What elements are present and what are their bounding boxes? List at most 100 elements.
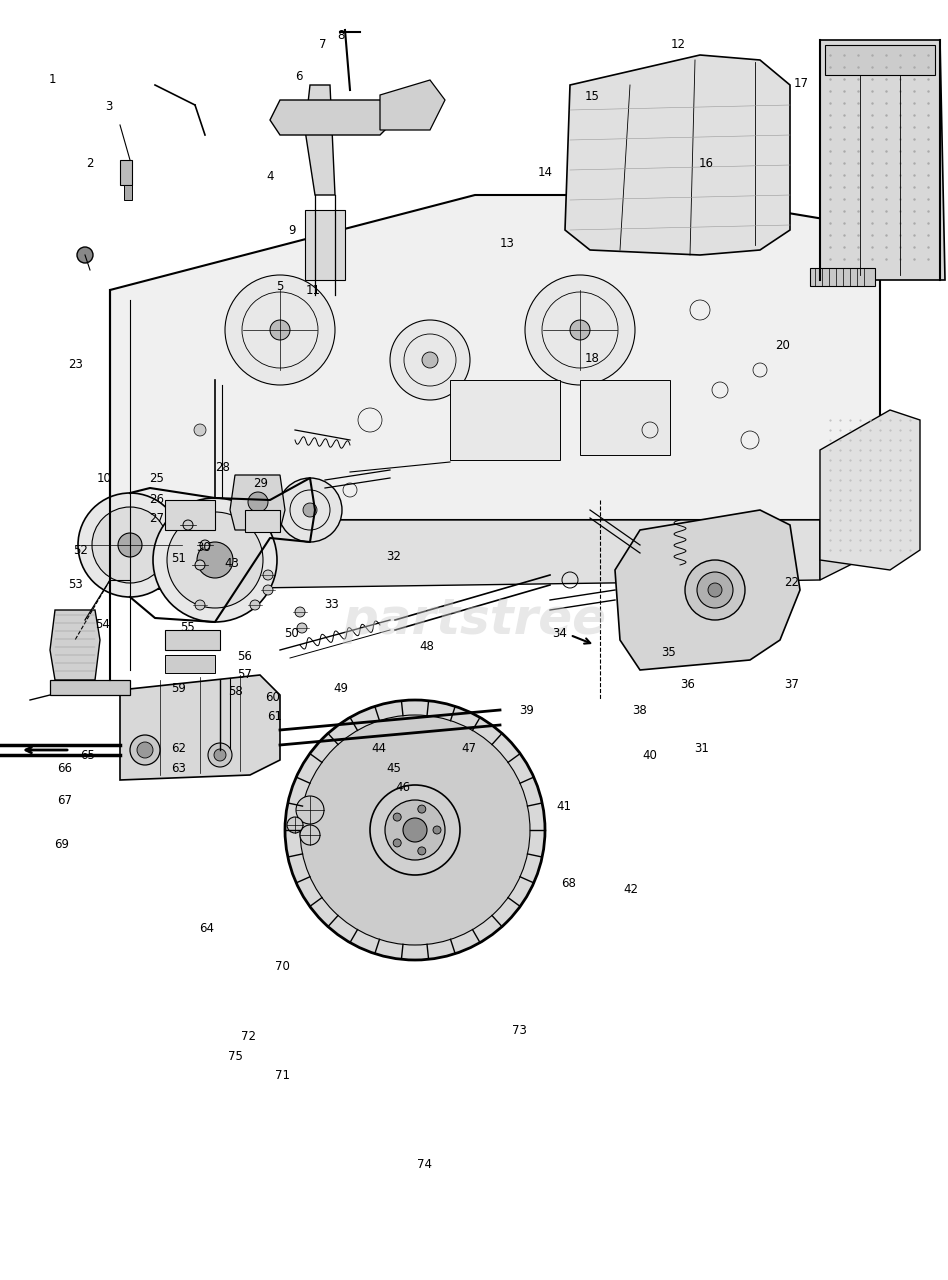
Text: 73: 73 (512, 1024, 527, 1037)
Text: 66: 66 (57, 762, 72, 774)
Text: 62: 62 (171, 742, 186, 755)
Polygon shape (820, 40, 945, 280)
Polygon shape (230, 475, 285, 530)
Circle shape (422, 352, 438, 369)
Text: 61: 61 (267, 710, 283, 723)
Text: 26: 26 (149, 493, 164, 506)
Text: 15: 15 (585, 90, 600, 102)
Text: partstree: partstree (342, 596, 606, 644)
Circle shape (393, 838, 401, 847)
Text: 50: 50 (284, 627, 300, 640)
Bar (165, 655, 215, 673)
Polygon shape (820, 410, 920, 570)
Text: 43: 43 (225, 557, 240, 570)
Circle shape (208, 742, 232, 767)
Text: 3: 3 (105, 100, 113, 113)
Bar (124, 186, 132, 200)
Circle shape (403, 818, 427, 842)
Circle shape (248, 492, 268, 512)
Circle shape (130, 735, 160, 765)
Circle shape (195, 600, 205, 611)
Text: 47: 47 (462, 742, 477, 755)
Text: 25: 25 (149, 472, 164, 485)
Text: 2: 2 (86, 157, 94, 170)
Polygon shape (110, 195, 880, 520)
Circle shape (370, 785, 460, 876)
Polygon shape (50, 611, 100, 680)
Circle shape (285, 700, 545, 960)
Text: 52: 52 (73, 544, 88, 557)
Circle shape (300, 716, 530, 945)
Polygon shape (820, 480, 880, 580)
Circle shape (118, 532, 142, 557)
Text: 10: 10 (97, 472, 112, 485)
Circle shape (418, 805, 426, 813)
Text: 56: 56 (237, 650, 252, 663)
Text: 42: 42 (623, 883, 638, 896)
Text: 35: 35 (661, 646, 676, 659)
Polygon shape (110, 520, 820, 590)
Text: 9: 9 (288, 224, 296, 237)
Circle shape (295, 607, 305, 617)
Text: 59: 59 (171, 682, 186, 695)
Circle shape (270, 320, 290, 340)
Polygon shape (615, 509, 800, 669)
Text: 53: 53 (68, 579, 83, 591)
Text: 14: 14 (538, 166, 553, 179)
Text: 49: 49 (334, 682, 349, 695)
Text: 29: 29 (253, 477, 268, 490)
Circle shape (92, 507, 168, 582)
Text: 70: 70 (275, 960, 290, 973)
Text: 32: 32 (386, 550, 401, 563)
Circle shape (300, 826, 320, 845)
Polygon shape (565, 55, 790, 255)
Text: 37: 37 (784, 678, 799, 691)
Text: 18: 18 (585, 352, 600, 365)
Text: 38: 38 (632, 704, 647, 717)
Text: 11: 11 (305, 284, 320, 297)
Text: 5: 5 (276, 280, 283, 293)
Text: 71: 71 (275, 1069, 290, 1082)
Text: 16: 16 (699, 157, 714, 170)
Circle shape (278, 477, 342, 541)
Circle shape (418, 847, 426, 855)
Text: 8: 8 (337, 29, 345, 42)
Bar (580, 380, 670, 454)
Circle shape (263, 570, 273, 580)
Circle shape (137, 742, 153, 758)
Text: 23: 23 (68, 358, 83, 371)
Text: 51: 51 (171, 552, 186, 564)
Circle shape (287, 817, 303, 833)
Text: 68: 68 (561, 877, 576, 890)
Circle shape (78, 493, 182, 596)
Text: 39: 39 (519, 704, 534, 717)
Text: 34: 34 (552, 627, 567, 640)
Text: 31: 31 (694, 742, 709, 755)
Circle shape (195, 561, 205, 570)
Text: 67: 67 (57, 794, 72, 806)
Text: 36: 36 (680, 678, 695, 691)
Circle shape (433, 826, 441, 835)
Text: 74: 74 (417, 1158, 432, 1171)
Text: 64: 64 (199, 922, 214, 934)
Text: 57: 57 (237, 668, 252, 681)
Bar (825, 45, 935, 76)
Circle shape (77, 247, 93, 262)
Circle shape (708, 582, 722, 596)
Polygon shape (380, 81, 445, 131)
Text: 7: 7 (319, 38, 326, 51)
Text: 69: 69 (54, 838, 69, 851)
Bar (305, 210, 345, 280)
Text: 55: 55 (180, 621, 195, 634)
Circle shape (214, 749, 226, 762)
Bar (165, 500, 215, 530)
Circle shape (685, 561, 745, 620)
Text: 63: 63 (171, 762, 186, 774)
Text: 1: 1 (48, 73, 56, 86)
Circle shape (570, 320, 590, 340)
Text: 54: 54 (95, 618, 110, 631)
Text: 33: 33 (324, 598, 339, 611)
Text: 65: 65 (80, 749, 95, 762)
Polygon shape (270, 100, 395, 134)
Circle shape (297, 623, 307, 634)
